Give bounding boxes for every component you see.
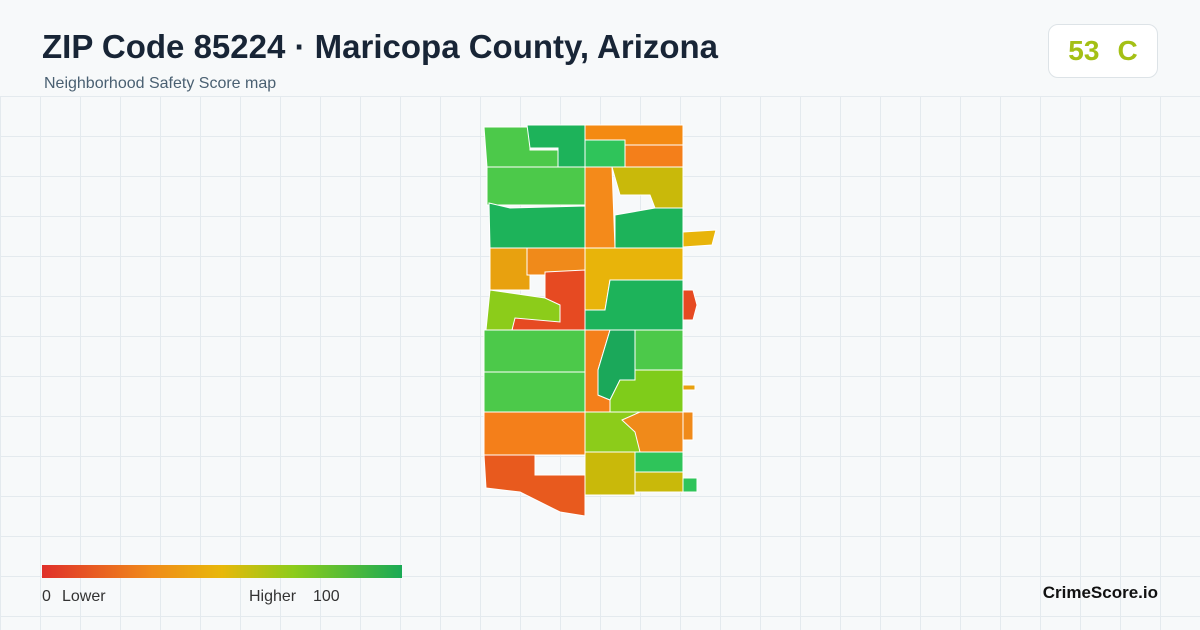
area [483, 454, 586, 517]
legend-max-label: Higher [249, 588, 297, 605]
area [584, 166, 616, 249]
area [483, 329, 586, 373]
area [489, 247, 531, 291]
legend-min: 0 [42, 588, 51, 605]
legend-gradient [42, 565, 402, 578]
subtitle: Neighborhood Safety Score map [44, 75, 277, 92]
score-value: 53 [1068, 35, 1100, 66]
area [483, 411, 586, 456]
neighborhoods [483, 124, 717, 517]
area [682, 289, 698, 321]
brand: CrimeScore.io [1042, 583, 1158, 602]
area [611, 166, 684, 209]
legend-max: 100 [313, 588, 340, 605]
score-grade: C [1117, 35, 1138, 66]
legend-min-label: Lower [62, 588, 106, 605]
area [634, 451, 684, 473]
area [682, 229, 717, 248]
area [682, 477, 698, 493]
area [584, 139, 626, 168]
area [584, 451, 636, 496]
title: ZIP Code 85224 · Maricopa County, Arizon… [42, 28, 719, 65]
area [609, 369, 684, 413]
area [624, 144, 684, 168]
area [488, 202, 586, 249]
score-badge: 53 C [1048, 24, 1158, 78]
area [682, 384, 696, 391]
area [614, 207, 684, 249]
area [483, 371, 586, 413]
area [634, 329, 684, 371]
area [486, 166, 586, 206]
area [634, 471, 684, 493]
area [682, 411, 694, 441]
